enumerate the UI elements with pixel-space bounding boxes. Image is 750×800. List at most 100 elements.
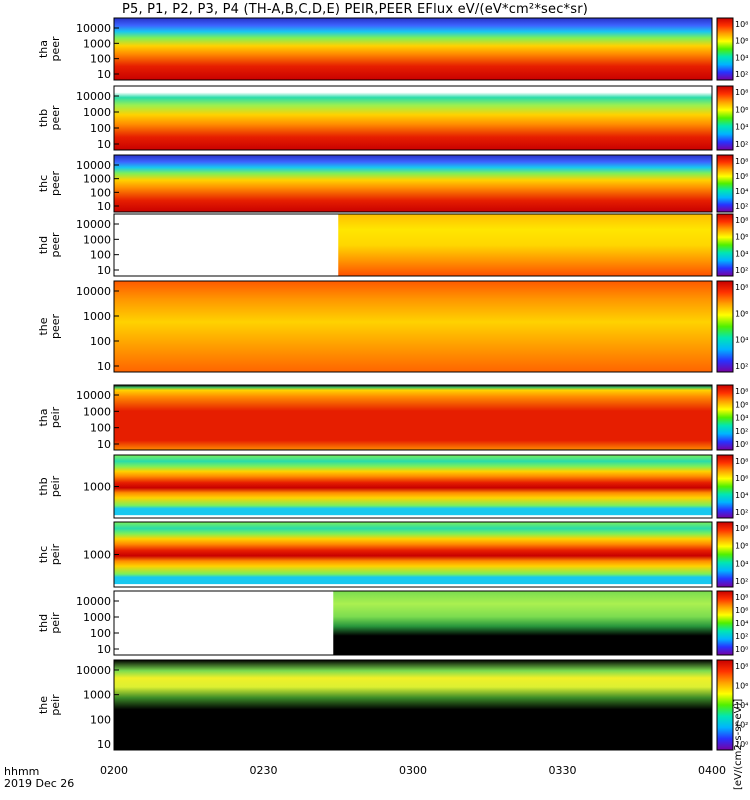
panel-8-colorbar-label: 10⁶ [735, 606, 748, 615]
panel-5-colorbar-label: 10⁶ [735, 400, 748, 409]
panel-6-colorbar-label: 10² [735, 508, 748, 517]
panel-7-colorbar-label: 10⁴ [735, 559, 748, 568]
panel-4-colorbar-label: 10⁶ [735, 309, 748, 318]
panel-6-ylabel: peir [49, 475, 62, 497]
panel-4-ytick-label: 1000 [83, 310, 111, 323]
panel-9-colorbar-label: 10⁰ [735, 740, 748, 749]
panel-3-ylabel: peer [49, 232, 62, 258]
panel-4-ylabel: the [37, 317, 50, 335]
panel-3-colorbar-label: 10² [735, 266, 748, 275]
panel-5-ylabel: tha [37, 408, 50, 426]
panel-1-colorbar-label: 10⁴ [735, 123, 748, 132]
panel-3-frame [113, 213, 713, 277]
panel-4-ytick-label: 10000 [76, 285, 111, 298]
panel-5-spectrogram [114, 385, 712, 450]
panel-5-colorbar-label: 10² [735, 427, 748, 436]
panel-6-colorbar [716, 454, 734, 519]
panel-8-ytick-label: 100 [90, 627, 111, 640]
time-tick-label: 0330 [549, 764, 577, 777]
panel-7-colorbar-label: 10⁸ [735, 524, 748, 533]
panel-8-ylabel: peir [49, 612, 62, 634]
panel-3-ylabel: thd [37, 236, 50, 254]
panel-0-colorbar-label: 10⁸ [735, 20, 748, 29]
panel-4-ytick-label: 100 [90, 335, 111, 348]
panel-9-colorbar [716, 659, 734, 751]
panel-9-colorbar-label: 10⁴ [735, 701, 748, 710]
panel-3-ytick-label: 1000 [83, 233, 111, 246]
panel-1-ylabel: peer [49, 105, 62, 131]
panel-4-colorbar-label: 10² [735, 362, 748, 371]
panel-9-spectrogram [114, 660, 712, 750]
time-axis-label: hhmm [4, 765, 39, 778]
panel-8-colorbar-label: 10⁸ [735, 593, 748, 602]
panel-3-data-gap [114, 214, 339, 276]
colorbar-unit-label: [eV/(cm2-s-sr-eV)] [733, 699, 744, 790]
panel-0-colorbar-label: 10⁴ [735, 53, 748, 62]
time-axis: hhmm 2019 Dec 26 0200 0230 0300 0330 0400 [4, 744, 726, 790]
panel-0-ytick-label: 100 [90, 53, 111, 66]
panel-8-ytick-label: 10 [97, 643, 111, 656]
panel-6-ytick-label: 1000 [83, 481, 111, 494]
time-tick-label: 0300 [399, 764, 427, 777]
panel-0-ytick-label: 10000 [76, 22, 111, 35]
panel-9-colorbar-label: 10² [735, 721, 748, 730]
panel-0-ytick-label: 1000 [83, 37, 111, 50]
panel-7-ylabel: peir [49, 543, 62, 565]
panel-5-ytick-label: 10 [97, 438, 111, 451]
panel-6-colorbar-label: 10⁴ [735, 491, 748, 500]
panel-5-colorbar [716, 384, 734, 451]
panel-3-colorbar-label: 10⁶ [735, 233, 748, 242]
panel-5-frame [113, 384, 713, 451]
panel-8-ytick-label: 10000 [76, 595, 111, 608]
panel-5-ylabel: peir [49, 406, 62, 428]
panel-8-colorbar-label: 10⁰ [735, 645, 748, 654]
panel-7-colorbar [716, 521, 734, 588]
panel-5-ytick-label: 1000 [83, 405, 111, 418]
panel-7-ylabel: thc [37, 546, 50, 563]
panel-7-colorbar-label: 10² [735, 577, 748, 586]
panel-2-ylabel: peer [49, 171, 62, 197]
panel-1-colorbar [716, 85, 734, 151]
panel-7-colorbar-label: 10⁶ [735, 542, 748, 551]
panel-4-ylabel: peer [49, 314, 62, 340]
panel-2-ytick-label: 1000 [83, 173, 111, 186]
panel-0-colorbar [716, 17, 734, 81]
time-axis-date: 2019 Dec 26 [4, 777, 74, 790]
panel-0-frame [113, 17, 713, 81]
time-tick-label: 0400 [698, 764, 726, 777]
panel-2-ytick-label: 10000 [76, 159, 111, 172]
panel-6-spectrogram [114, 455, 712, 518]
panel-0-colorbar-label: 10⁶ [735, 37, 748, 46]
panel-8-frame [113, 590, 713, 656]
panel-2-ytick-label: 10 [97, 200, 111, 213]
panel-2-colorbar [716, 154, 734, 213]
panel-1-ytick-label: 10 [97, 138, 111, 151]
panel-0-ytick-label: 10 [97, 68, 111, 81]
panel-8-colorbar [716, 590, 734, 656]
panel-4-ytick-label: 10 [97, 360, 111, 373]
panel-1-ytick-label: 10000 [76, 90, 111, 103]
panel-5-colorbar-label: 10⁰ [735, 440, 748, 449]
panel-8-colorbar-label: 10² [735, 632, 748, 641]
panel-9-ylabel: the [37, 696, 50, 714]
panel-2-frame [113, 154, 713, 213]
panel-3-ytick-label: 10000 [76, 218, 111, 231]
panel-5-ytick-label: 100 [90, 422, 111, 435]
panel-8-data-gap [114, 591, 334, 655]
panel-9-ytick-label: 1000 [83, 689, 111, 702]
panel-4-colorbar-label: 10⁸ [735, 283, 748, 292]
panel-9-colorbar-label: 10⁶ [735, 682, 748, 691]
panel-2-spectrogram [114, 155, 712, 212]
panel-2-colorbar-label: 10⁸ [735, 157, 748, 166]
panel-4-colorbar-label: 10⁴ [735, 336, 748, 345]
time-tick-label: 0200 [100, 764, 128, 777]
panel-0-ylabel: peer [49, 36, 62, 62]
panel-3-ytick-label: 10 [97, 264, 111, 277]
panel-4-colorbar [716, 280, 734, 373]
chart-title: P5, P1, P2, P3, P4 (TH-A,B,C,D,E) PEIR,P… [121, 2, 589, 17]
panel-2-colorbar-label: 10⁴ [735, 187, 748, 196]
panel-5-ytick-label: 10000 [76, 389, 111, 402]
panel-2-ylabel: thc [37, 175, 50, 192]
